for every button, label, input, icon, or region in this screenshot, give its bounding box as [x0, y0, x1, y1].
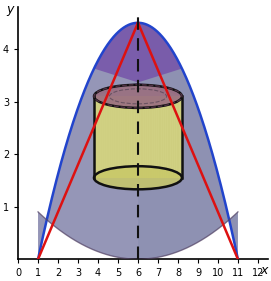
Polygon shape [38, 23, 238, 259]
Text: x: x [260, 264, 267, 277]
Polygon shape [38, 23, 138, 259]
Polygon shape [94, 23, 182, 96]
Text: y: y [7, 3, 14, 16]
Ellipse shape [94, 85, 182, 108]
Ellipse shape [94, 166, 182, 189]
Polygon shape [94, 96, 182, 178]
Polygon shape [138, 23, 238, 259]
